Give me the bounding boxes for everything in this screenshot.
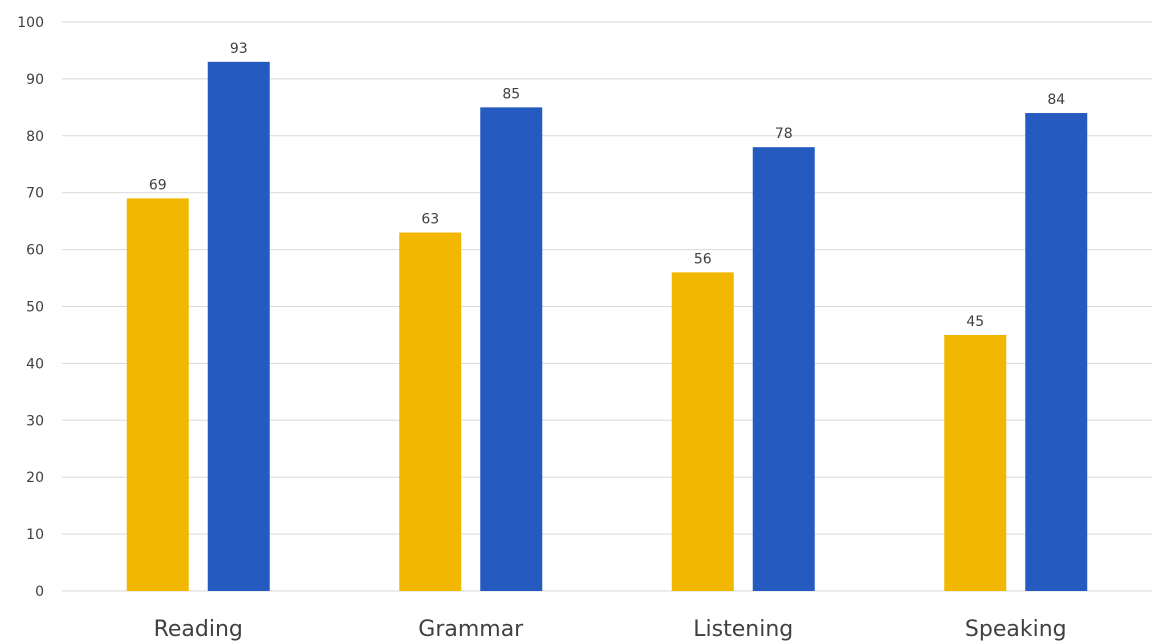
y-tick-label: 60 (26, 243, 44, 259)
y-tick-label: 40 (26, 356, 44, 372)
y-tick-label: 70 (26, 186, 44, 202)
y-tick-label: 90 (26, 72, 44, 88)
bar-grammar-series-1 (399, 232, 462, 591)
data-label: 78 (775, 126, 793, 142)
y-tick-label: 20 (26, 470, 44, 486)
bar-reading-series-2 (207, 61, 270, 591)
data-label: 84 (1047, 92, 1065, 108)
data-label: 56 (694, 251, 712, 267)
y-tick-label: 80 (26, 129, 44, 145)
bar-grammar-series-2 (480, 107, 543, 591)
data-label: 45 (966, 314, 984, 330)
bar-listening-series-2 (752, 147, 815, 591)
bar-speaking-series-2 (1025, 113, 1088, 591)
x-tick-label-speaking: Speaking (965, 617, 1067, 642)
bar-reading-series-1 (126, 198, 189, 591)
data-label: 69 (149, 177, 167, 193)
y-tick-label: 10 (26, 527, 44, 543)
y-tick-label: 100 (17, 15, 44, 31)
x-tick-label-reading: Reading (154, 617, 243, 642)
bars (126, 61, 1088, 591)
y-axis: 0 10 20 30 40 50 60 70 80 90 100 (17, 15, 44, 600)
x-tick-label-grammar: Grammar (418, 617, 524, 642)
data-label: 63 (421, 212, 439, 228)
x-axis: Reading Grammar Listening Speaking (154, 617, 1067, 642)
data-label: 85 (502, 86, 520, 102)
data-label: 93 (230, 41, 248, 57)
bar-listening-series-1 (671, 272, 734, 591)
bar-speaking-series-1 (944, 334, 1007, 591)
x-tick-label-listening: Listening (693, 617, 793, 642)
data-labels: 69 93 63 85 56 78 45 84 (149, 41, 1065, 330)
y-tick-label: 30 (26, 413, 44, 429)
y-tick-label: 50 (26, 300, 44, 316)
y-tick-label: 0 (35, 584, 44, 600)
